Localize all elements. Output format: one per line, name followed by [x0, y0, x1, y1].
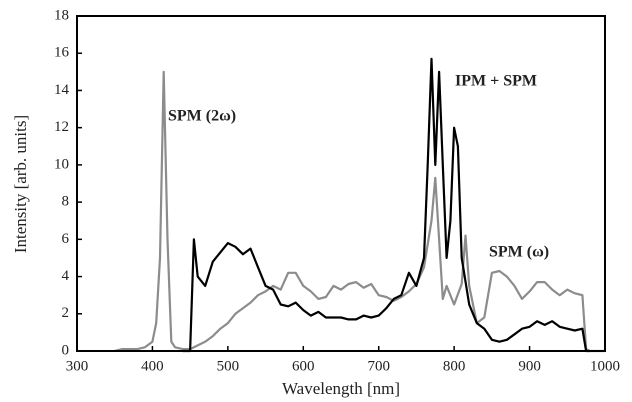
x-tick-label: 1000: [590, 358, 620, 374]
x-tick-label: 500: [217, 358, 240, 374]
x-tick-label: 900: [518, 358, 541, 374]
y-tick-label: 16: [54, 45, 70, 61]
plot-frame: [76, 15, 606, 352]
y-tick-label: 10: [54, 156, 69, 172]
annotation: SPM (ω): [489, 244, 549, 261]
x-tick-label: 800: [443, 358, 466, 374]
y-tick-label: 0: [62, 342, 70, 358]
y-tick-label: 14: [54, 82, 70, 98]
y-tick-label: 12: [54, 119, 69, 135]
x-tick-label: 600: [292, 358, 315, 374]
y-tick-label: 2: [62, 305, 70, 321]
x-tick-label: 700: [367, 358, 390, 374]
y-tick-label: 4: [62, 268, 70, 284]
series-line: [182, 57, 590, 353]
y-tick-label: 18: [54, 7, 69, 23]
annotation: SPM (2ω): [168, 108, 236, 125]
y-axis-label: Intensity [arb. units]: [11, 115, 30, 253]
y-tick-label: 8: [62, 194, 70, 210]
series-label: IPM + SPM: [455, 73, 537, 90]
x-tick-label: 400: [141, 358, 164, 374]
x-tick-label: 300: [66, 358, 89, 374]
series-line: [114, 70, 605, 353]
x-axis-label: Wavelength [nm]: [282, 379, 400, 398]
y-tick-label: 6: [62, 231, 70, 247]
